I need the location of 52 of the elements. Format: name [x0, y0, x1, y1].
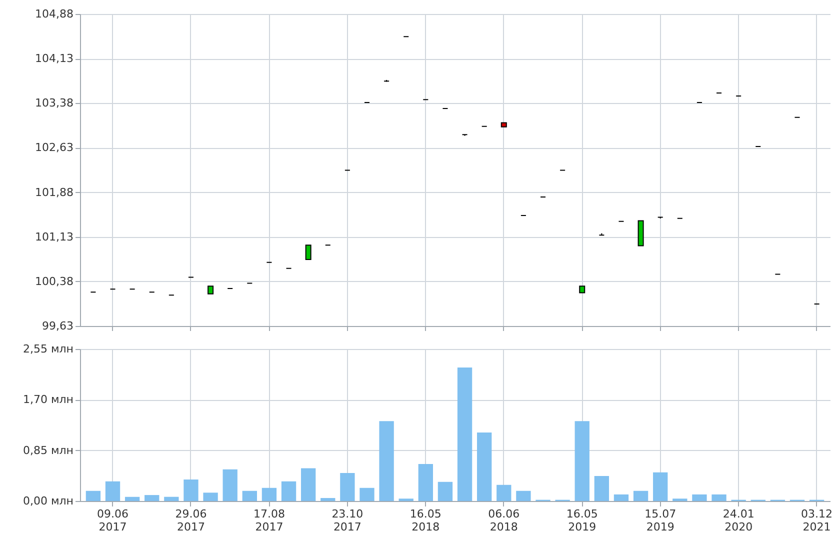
x-tick-label: 17.08 2017	[253, 508, 285, 534]
bar	[124, 496, 140, 501]
y-tick-label: 102,63	[35, 141, 74, 154]
bar	[614, 494, 629, 501]
x-tick-label: 16.05 2018	[410, 508, 442, 534]
y-tick-label: 99,63	[42, 320, 74, 332]
bar	[222, 469, 238, 501]
bar	[242, 490, 257, 501]
y-tick-label: 103,38	[35, 96, 74, 110]
y-tick-label: 0,85 млн	[22, 444, 74, 457]
bar	[105, 481, 120, 501]
bar	[360, 488, 374, 501]
y-tick-label: 104,13	[35, 52, 74, 66]
y-tick-label: 101,13	[35, 230, 74, 244]
bar	[712, 494, 726, 501]
y-tick-label: 2,55 млн	[22, 342, 74, 356]
y-tick-label: 104,88	[35, 8, 74, 20]
bar	[281, 481, 296, 501]
bar	[418, 464, 433, 501]
x-tick-label: 23.10 2017	[332, 508, 364, 534]
y-tick-label: 100,38	[35, 274, 74, 288]
bar	[516, 490, 531, 501]
y-tick-label: 0,00 млн	[22, 494, 74, 508]
bar	[438, 482, 453, 501]
bar	[496, 484, 512, 501]
bar	[144, 495, 160, 501]
bar	[477, 432, 492, 501]
bar	[262, 488, 277, 501]
bar	[594, 476, 610, 501]
x-tick-label: 15.07 2019	[644, 508, 676, 534]
y-tick-label: 1,70 млн	[22, 393, 74, 406]
bar	[184, 480, 198, 501]
x-tick-label: 09.06 2017	[97, 508, 129, 534]
bar	[340, 472, 355, 501]
x-tick-label: 03.12 2021	[801, 508, 833, 534]
bar	[86, 490, 101, 501]
bar	[300, 468, 316, 501]
bar	[457, 367, 472, 501]
bar	[203, 492, 218, 501]
candlestick	[305, 244, 312, 260]
x-tick-label: 24.01 2020	[722, 508, 754, 534]
bar	[633, 490, 648, 501]
bar	[692, 494, 707, 501]
x-tick-label: 29.06 2017	[175, 508, 207, 534]
bar	[574, 421, 590, 501]
y-tick-label: 101,88	[35, 186, 74, 199]
x-tick-label: 06.06 2018	[488, 508, 520, 534]
bar	[379, 421, 394, 501]
bar	[653, 472, 668, 501]
bar	[320, 498, 336, 501]
bar	[164, 496, 179, 501]
x-tick-label: 16.05 2019	[566, 508, 598, 534]
